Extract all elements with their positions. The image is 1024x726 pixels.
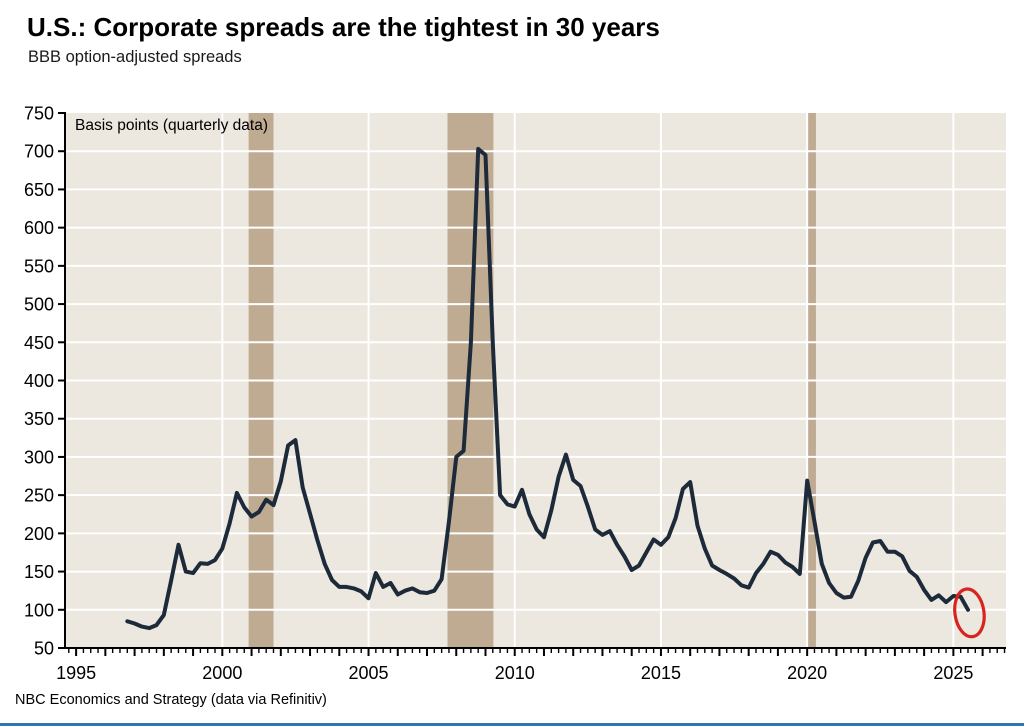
x-tick-label: 2000 (202, 663, 242, 683)
bottom-rule (0, 723, 1024, 726)
highlight-circle-annotation (953, 587, 986, 639)
source-note: NBC Economics and Strategy (data via Ref… (15, 692, 327, 708)
y-tick-label: 550 (24, 256, 54, 276)
y-axis: 50 100 150 200 250 300 350 400 450 500 550 600 650 70… (24, 104, 65, 659)
y-tick-label: 400 (24, 371, 54, 391)
chart-title: U.S.: Corporate spreads are the tightest… (27, 12, 660, 42)
y-tick-label: 250 (24, 486, 54, 506)
y-tick-label: 350 (24, 409, 54, 429)
y-tick-label: 700 (24, 142, 54, 162)
x-axis: 1995 2000 2005 2010 2015 2020 2025 (56, 649, 1006, 683)
y-tick-label: 450 (24, 333, 54, 353)
y-tick-label: 300 (24, 447, 54, 467)
y-tick-label: 500 (24, 295, 54, 315)
plot-inner-label: Basis points (quarterly data) (75, 117, 268, 134)
x-tick-label: 2005 (349, 663, 389, 683)
x-tick-label: 2025 (933, 663, 973, 683)
y-tick-label: 750 (24, 104, 54, 124)
x-tick-label: 2010 (495, 663, 535, 683)
x-tick-label: 2015 (641, 663, 681, 683)
spread-line (125, 146, 970, 631)
y-tick-label: 100 (24, 600, 54, 620)
gridlines (65, 113, 1006, 648)
chart-subtitle: BBB option-adjusted spreads (28, 48, 242, 66)
y-tick-label: 650 (24, 180, 54, 200)
y-tick-label: 50 (34, 639, 54, 659)
x-tick-label: 2020 (787, 663, 827, 683)
y-tick-label: 150 (24, 562, 54, 582)
y-tick-label: 600 (24, 218, 54, 238)
y-tick-label: 200 (24, 524, 54, 544)
x-tick-label: 1995 (56, 663, 96, 683)
